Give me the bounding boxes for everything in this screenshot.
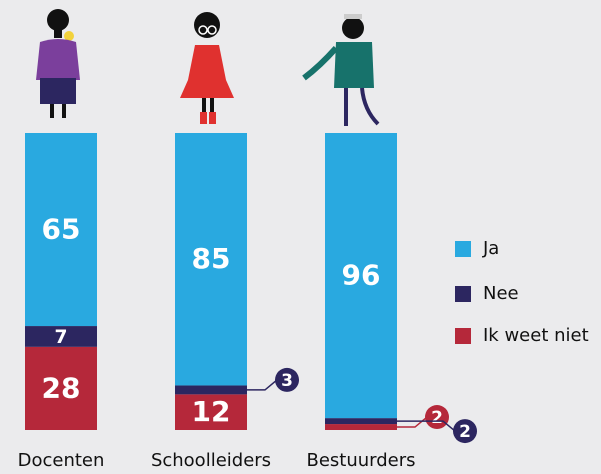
legend-swatch	[455, 328, 471, 344]
bar-segment	[325, 418, 397, 424]
value-label: 65	[42, 213, 81, 246]
bar-segment	[325, 424, 397, 430]
bar-segment	[175, 385, 247, 394]
value-label: 12	[192, 395, 231, 428]
figure-bestuurders	[304, 14, 378, 126]
value-label: 7	[54, 327, 67, 348]
legend-swatch	[455, 286, 471, 302]
value-label: 3	[281, 371, 293, 391]
callout-line	[397, 417, 427, 427]
figure-schoolleiders	[180, 12, 234, 124]
value-label: 96	[342, 259, 381, 292]
chart: Docenten 28 7 65 Schoolleiders 12 3 85 Bestuurde…	[0, 0, 601, 474]
x-tick-label: Schoolleiders	[151, 450, 271, 471]
page: {"chart_data": {"type": "stacked-bar", "…	[0, 0, 601, 474]
value-label: 85	[192, 242, 231, 275]
x-tick-label: Bestuurders	[306, 450, 415, 471]
value-label: 28	[42, 371, 81, 404]
legend-label: Ik weet niet	[483, 325, 589, 346]
callout-line	[247, 380, 277, 390]
legend-label: Ja	[482, 238, 499, 259]
legend-label: Nee	[483, 283, 519, 304]
legend-swatch	[455, 241, 471, 257]
x-tick-label: Docenten	[18, 450, 105, 471]
figure-docenten	[36, 9, 80, 118]
value-label: 2	[459, 422, 471, 442]
value-label: 2	[431, 408, 443, 428]
